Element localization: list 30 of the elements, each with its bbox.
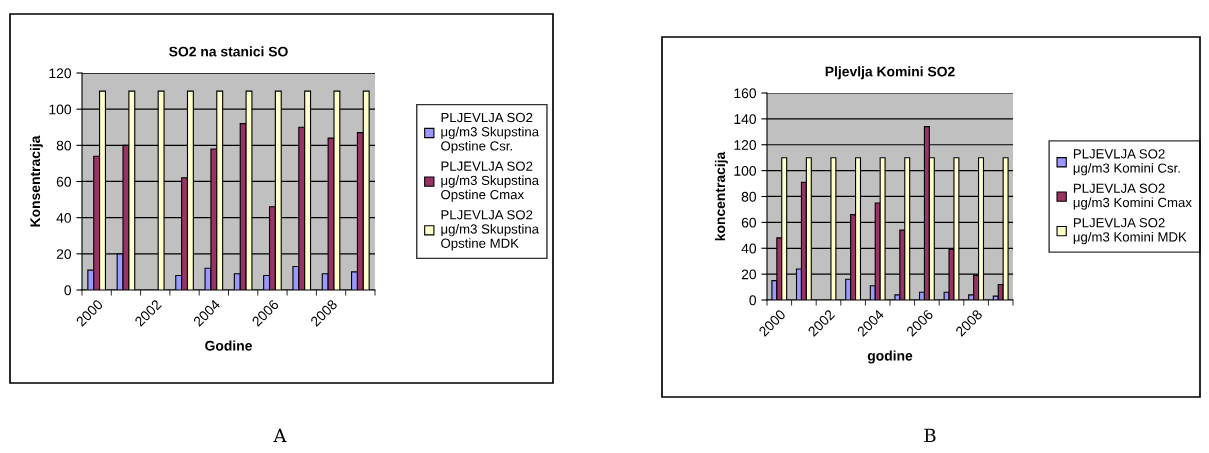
legend-label: PLJEVLJA SO2 μg/m3 Skupstina Opstine Csr. [441, 112, 540, 154]
legend-label: PLJEVLJA SO2 μg/m3 Komini Cmax [1073, 183, 1192, 210]
y-tick-label: 80 [56, 140, 72, 151]
y-tick-label: 60 [741, 217, 757, 228]
y-axis-title: Konsentracija [29, 135, 43, 227]
chart-title: Pljevlja Komini SO2 [825, 66, 955, 80]
y-tick-label: 100 [734, 165, 757, 176]
y-tick-label: 20 [56, 249, 72, 259]
y-tick-label: 80 [741, 191, 757, 202]
text: B [924, 428, 936, 442]
chart-title: SO2 na stanici SO [169, 46, 288, 57]
legend-label: PLJEVLJA SO2 μg/m3 Skupstina Opstine MDK [441, 210, 540, 251]
text: A [273, 428, 287, 442]
legend-label: PLJEVLJA SO2 μg/m3 Komini Csr. [1073, 149, 1180, 176]
y-tick-label: 120 [49, 68, 72, 79]
y-tick-label: 60 [56, 176, 72, 187]
y-tick-label: 160 [734, 88, 757, 99]
y-tick-label: 100 [49, 104, 72, 115]
y-tick-label: 120 [734, 140, 757, 150]
x-axis-title: godine [867, 350, 913, 364]
y-tick-label: 0 [64, 285, 72, 296]
y-axis-title: koncentracija [714, 151, 728, 241]
y-tick-label: 40 [56, 213, 72, 223]
y-tick-label: 0 [749, 295, 757, 306]
legend-label: PLJEVLJA SO2 μg/m3 Komini MDK [1073, 218, 1187, 245]
x-axis-title: Godine [205, 340, 252, 351]
legend-label: PLJEVLJA SO2 μg/m3 Skupstina Opstine Cmax [441, 161, 540, 202]
y-tick-label: 140 [734, 114, 757, 125]
y-tick-label: 20 [741, 269, 757, 280]
y-tick-label: 40 [741, 243, 757, 254]
